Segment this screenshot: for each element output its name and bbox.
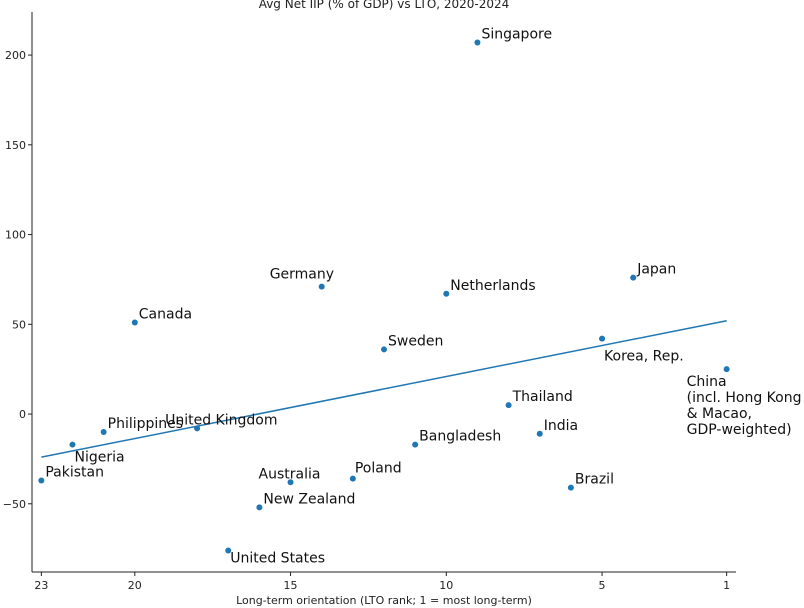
data-point [381,346,387,353]
y-tick-label: 100 [5,229,26,242]
data-point [567,484,574,491]
y-tick-label: 200 [5,49,26,62]
x-tick-label: 20 [128,579,142,592]
point-label: Japan [636,262,676,278]
data-point [38,477,45,484]
x-tick-label: 15 [284,579,298,592]
point-label: Canada [139,307,192,323]
point-label: Bangladesh [419,429,501,445]
point-label: China (incl. Hong Kong & Macao, GDP-weighte… [687,374,802,438]
point-label: Singapore [481,27,552,43]
point-label: New Zealand [263,491,355,507]
data-point [318,283,325,290]
point-label: Australia [259,466,321,482]
data-point [474,39,481,46]
point-label: Poland [355,461,402,477]
x-tick-label: 23 [34,579,48,592]
point-label: Germany [270,267,334,283]
data-point [225,547,232,554]
data-point [194,425,201,432]
y-tick-label: 150 [5,139,26,152]
data-point [100,429,107,435]
data-point [131,319,138,326]
data-point [69,441,76,448]
point-labels-group: Singapore Germany Netherlands Japan Canada Sw… [45,27,801,567]
x-tick-label: 1 [723,579,730,592]
trendline [41,319,727,458]
x-tick-label: 10 [439,579,453,592]
y-tick-label: −50 [3,498,26,511]
data-point [256,504,263,511]
chart-title: Avg Net IIP (% of GDP) vs LTO, 2020-2024 [259,0,510,11]
data-point [412,441,419,448]
point-label: Philippines [108,416,183,432]
point-label: Nigeria [74,450,124,466]
y-tick-label: 50 [12,318,26,331]
point-label: Pakistan [45,464,104,480]
point-label: United States [230,550,325,566]
data-point [630,274,637,281]
point-label: United Kingdom [165,412,277,428]
point-label: Brazil [575,472,614,488]
y-tick-label: 0 [19,408,26,421]
data-point [536,430,543,437]
data-point [349,475,356,482]
data-point [443,290,450,297]
data-point [505,402,512,409]
point-label: India [544,418,578,434]
points-group [38,39,730,554]
point-label: Netherlands [450,278,535,294]
data-point [599,335,606,342]
point-label: Thailand [512,389,573,405]
data-point [287,479,294,486]
point-label: Sweden [388,333,443,349]
data-point [723,366,730,373]
trendline-group [41,319,727,458]
axes: −50 0 50 100 150 200 23 20 15 10 5 1 [3,12,736,592]
point-label: Korea, Rep. [604,349,684,365]
x-tick-label: 5 [599,579,606,592]
x-axis-title: Long-term orientation (LTO rank; 1 = mos… [236,594,532,607]
